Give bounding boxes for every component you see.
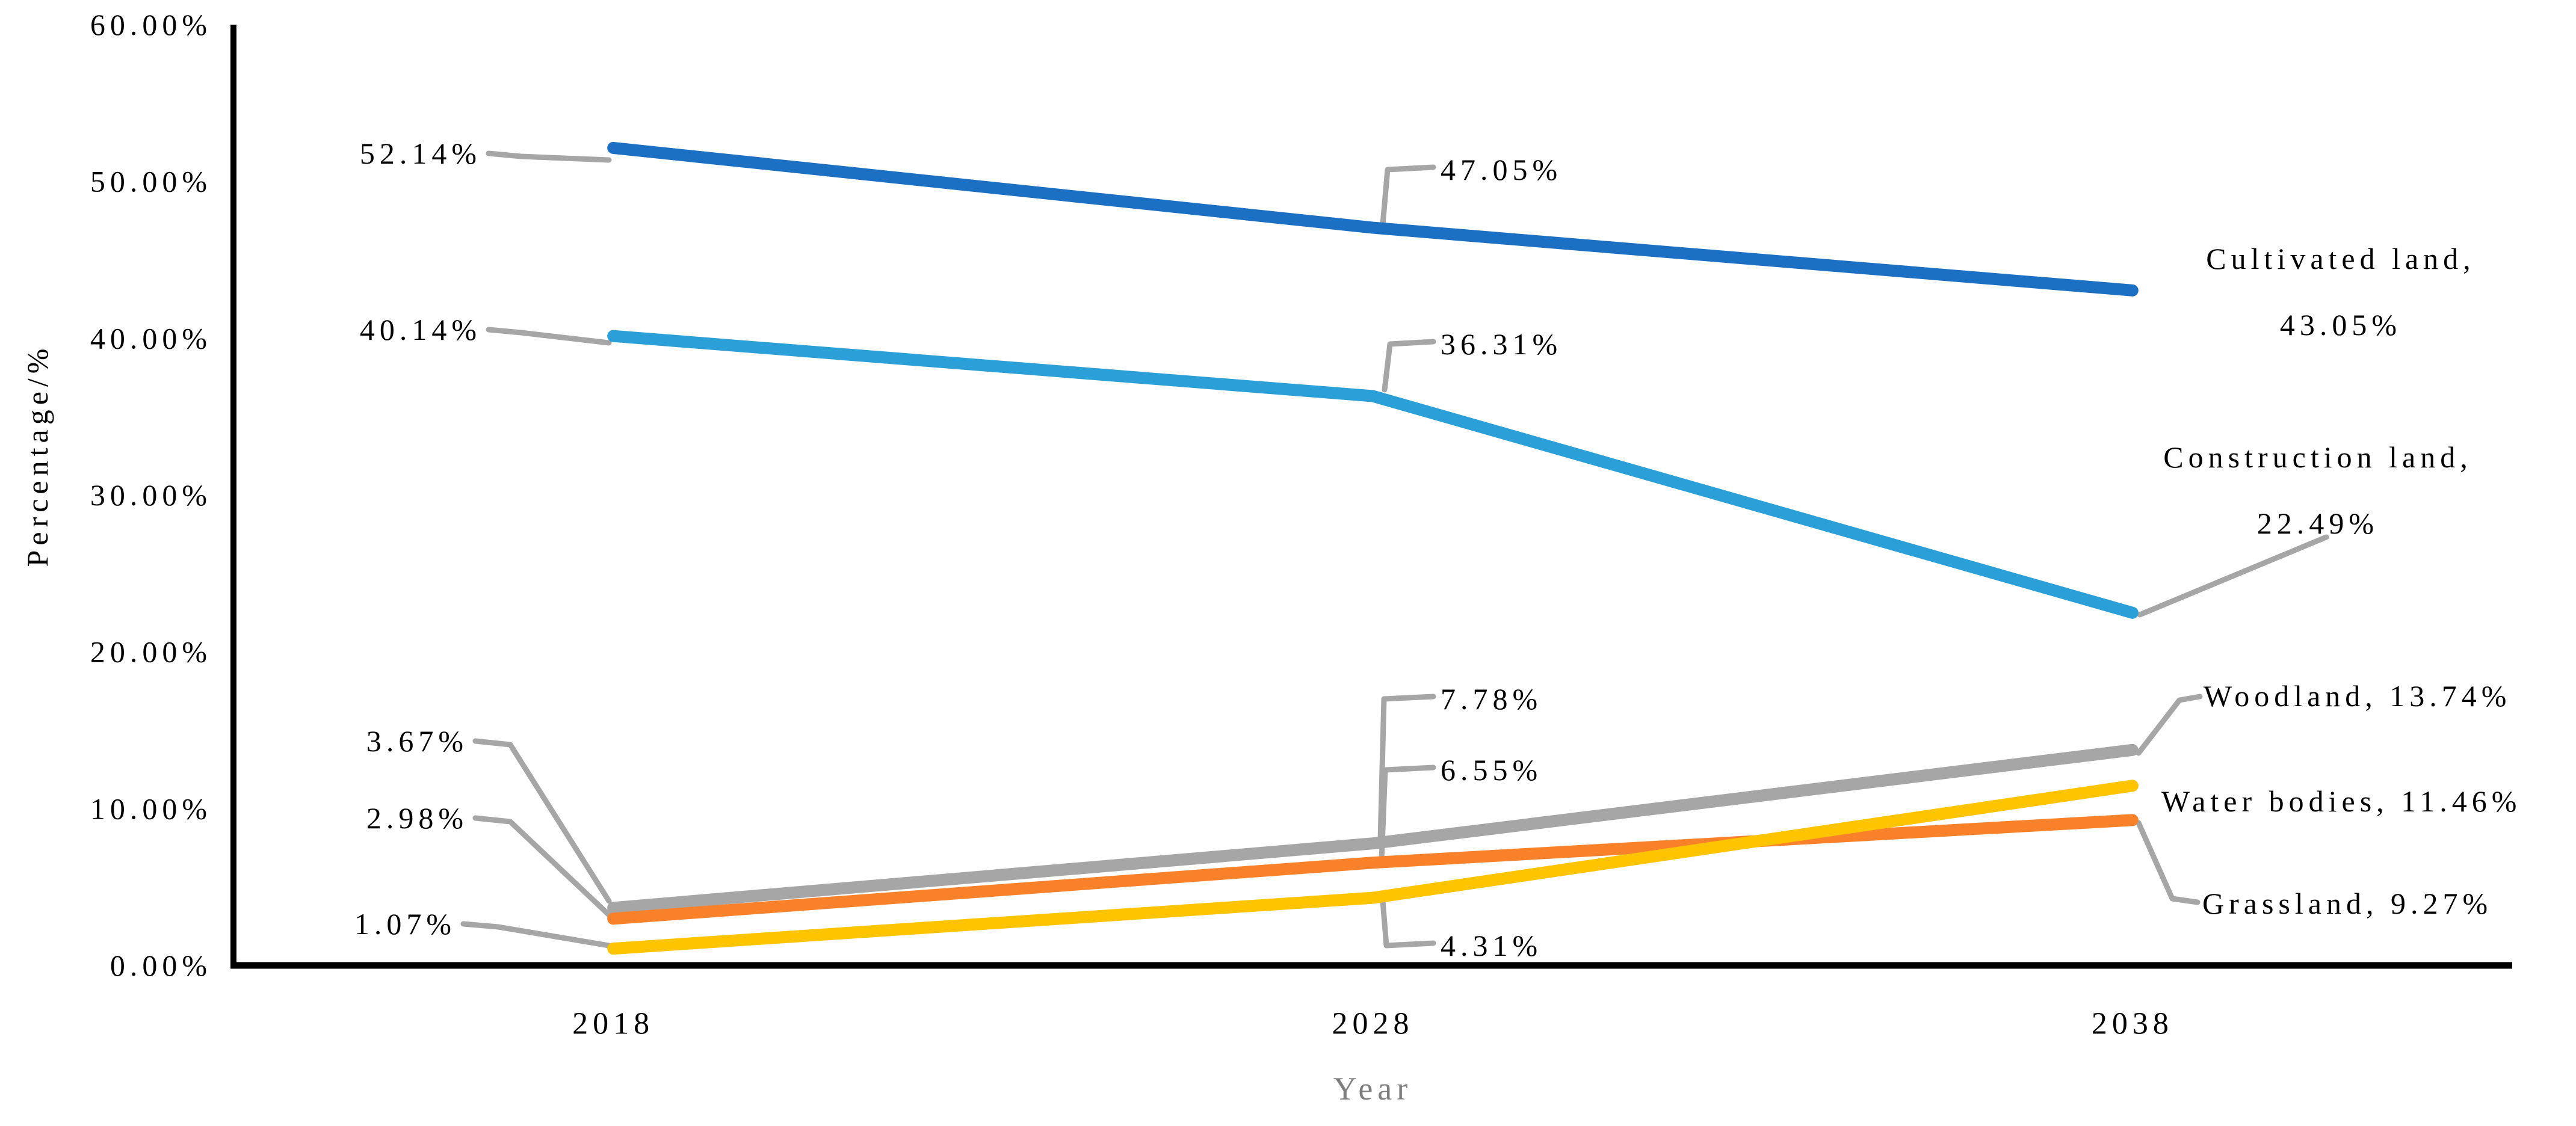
leader-water-bodies-2028 bbox=[1380, 898, 1436, 949]
series-line-construction-land bbox=[607, 330, 2139, 619]
series-line-woodland bbox=[607, 743, 2139, 914]
leader-water-bodies-2018 bbox=[460, 921, 612, 949]
y-tick-label-50.00%: 50.00% bbox=[90, 165, 212, 198]
end-label-woodland: Woodland, 13.74% bbox=[2204, 679, 2511, 713]
chart-labels: 0.00% 10.00% 20.00% 30.00% 40.00% 50.00% 60.00… bbox=[20, 8, 2521, 1107]
y-tick-label-20.00%: 20.00% bbox=[90, 635, 212, 669]
point-label-cultivated-land-2018: 52.14% bbox=[360, 137, 481, 170]
y-tick-label-0.00%: 0.00% bbox=[110, 949, 212, 982]
end-label-construction-land-line1: Construction land, bbox=[2163, 440, 2472, 474]
y-tick-label-30.00%: 30.00% bbox=[90, 478, 212, 512]
end-label-construction-land-line2: 22.49% bbox=[2257, 506, 2379, 540]
leader-grassland-2028 bbox=[1379, 765, 1436, 863]
series-lines bbox=[607, 141, 2139, 955]
x-axis-title: Year bbox=[1333, 1071, 1413, 1107]
point-label-grassland-2018: 2.98% bbox=[366, 801, 468, 835]
y-axis-title: Percentage/% bbox=[20, 344, 54, 567]
leader-woodland-2018 bbox=[472, 738, 612, 904]
series-line-cultivated-land bbox=[607, 141, 2139, 297]
series-line-water-bodies bbox=[607, 780, 2139, 955]
y-tick-label-40.00%: 40.00% bbox=[90, 321, 212, 355]
y-tick-label-10.00%: 10.00% bbox=[90, 792, 212, 825]
leader-construction-land-end bbox=[2137, 534, 2329, 618]
point-label-water-bodies-2028: 4.31% bbox=[1441, 929, 1542, 962]
leader-grassland-end bbox=[2136, 820, 2201, 905]
leader-grassland-2018 bbox=[472, 815, 612, 918]
end-label-water-bodies: Water bodies, 11.46% bbox=[2161, 784, 2521, 818]
leader-construction-land-2028 bbox=[1382, 339, 1436, 393]
leader-lines bbox=[460, 150, 2329, 949]
end-label-grassland: Grassland, 9.27% bbox=[2202, 887, 2492, 920]
leader-cultivated-land-2028 bbox=[1379, 164, 1436, 234]
x-tick-label-2038: 2038 bbox=[2092, 1007, 2173, 1041]
leader-construction-land-2018 bbox=[486, 327, 612, 346]
point-label-grassland-2028: 6.55% bbox=[1441, 753, 1542, 787]
x-tick-label-2028: 2028 bbox=[1332, 1007, 1414, 1041]
point-label-construction-land-2028: 36.31% bbox=[1441, 327, 1562, 361]
leader-cultivated-land-2018 bbox=[486, 150, 612, 163]
series-line-grassland bbox=[607, 814, 2139, 925]
end-label-cultivated-land-line2: 43.05% bbox=[2280, 308, 2401, 342]
y-tick-label-60.00%: 60.00% bbox=[90, 8, 212, 42]
end-label-cultivated-land-line1: Cultivated land, bbox=[2206, 242, 2475, 275]
axes bbox=[230, 25, 2512, 969]
point-label-woodland-2028: 7.78% bbox=[1441, 682, 1542, 716]
point-label-construction-land-2018: 40.14% bbox=[360, 313, 481, 346]
x-tick-label-2018: 2018 bbox=[572, 1007, 654, 1041]
point-label-water-bodies-2018: 1.07% bbox=[354, 907, 456, 941]
leader-woodland-end bbox=[2136, 694, 2203, 756]
point-label-cultivated-land-2028: 47.05% bbox=[1441, 153, 1562, 186]
point-label-woodland-2018: 3.67% bbox=[366, 724, 468, 758]
